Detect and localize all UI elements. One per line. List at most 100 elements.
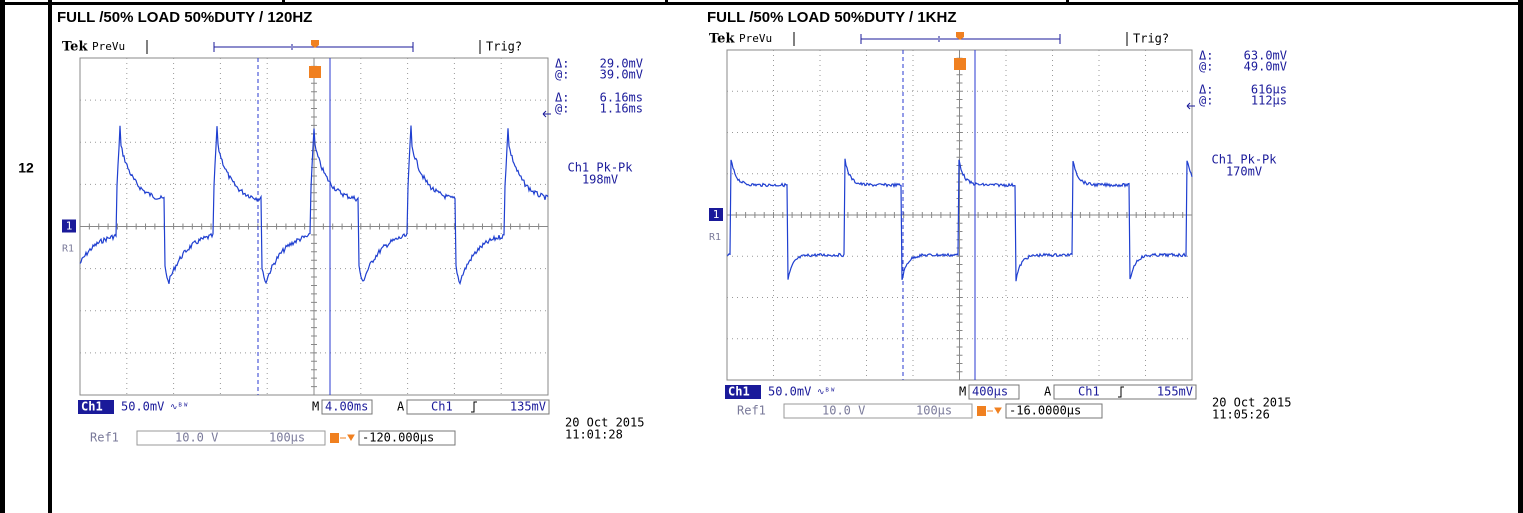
bandwidth-symbol: ∿ᴮᵂ	[817, 388, 835, 398]
channel-marker-box	[709, 208, 723, 221]
waveform	[726, 158, 1193, 282]
ref-time: 100µs	[269, 431, 305, 445]
readout-arrow	[1186, 102, 1195, 110]
trigger-point	[309, 66, 321, 78]
field-box	[968, 384, 1020, 400]
table-border	[1066, 0, 1069, 5]
waveform	[79, 125, 549, 286]
date: 20 Oct 2015	[1212, 396, 1291, 410]
brand: Tek	[62, 40, 88, 55]
readout-value: 1.16ms	[600, 102, 643, 116]
time: 11:01:28	[565, 428, 623, 442]
channel-box	[725, 385, 761, 399]
trigger-marker	[311, 40, 319, 48]
readout-value: 616µs	[1251, 83, 1287, 97]
channel-marker: 1	[66, 220, 73, 233]
readout-symbol: @:	[555, 68, 569, 82]
field-box	[406, 399, 550, 415]
readout-value: 49.0mV	[1244, 60, 1287, 74]
position-arrow	[987, 407, 1002, 414]
position-arrow	[340, 434, 355, 441]
scope-capture: FULL /50% LOAD 50%DUTY / 120HZ Tek PreVu Tr…	[57, 9, 644, 446]
readout-symbol: @:	[1199, 94, 1213, 108]
m-label: M	[312, 400, 319, 414]
a-label: A	[397, 400, 405, 414]
channel-label: Ch1	[728, 385, 750, 399]
readout-value: 29.0mV	[600, 57, 643, 71]
brand: Tek	[709, 32, 735, 47]
ref-label: Ref1	[90, 431, 119, 445]
position-icon	[330, 433, 339, 443]
readout-value: 6.16ms	[600, 91, 643, 105]
axis-ticks	[726, 49, 1193, 381]
ref-scale: 10.0 V	[822, 404, 865, 418]
ref-label: Ref1	[737, 404, 766, 418]
readout-symbol: Δ:	[555, 57, 569, 71]
trigger-point	[954, 58, 966, 70]
edge-symbol	[471, 401, 477, 413]
measurement-value: 170mV	[1226, 165, 1262, 179]
readout-symbol: Δ:	[1199, 83, 1213, 97]
bandwidth-symbol: ∿ᴮᵂ	[170, 403, 188, 413]
capture-title: FULL /50% LOAD 50%DUTY / 1KHZ	[707, 9, 957, 26]
scope-capture: FULL /50% LOAD 50%DUTY / 1KHZ Tek PreVu Tri…	[707, 9, 1291, 422]
trigger-marker	[956, 32, 964, 40]
ref-marker: R1	[62, 244, 74, 255]
field-box	[358, 430, 456, 446]
field-box	[783, 403, 973, 419]
mode: PreVu	[739, 32, 772, 45]
timebase: 400µs	[972, 385, 1008, 399]
ref-time: 100µs	[916, 404, 952, 418]
channel-box	[78, 400, 114, 414]
table-border	[282, 0, 285, 5]
measurement-label: Ch1 Pk-Pk	[567, 161, 633, 175]
readout-value: 39.0mV	[600, 68, 643, 82]
field-box	[1053, 384, 1197, 400]
timebase: 4.00ms	[325, 400, 368, 414]
trigger-status: Trig?	[486, 40, 522, 54]
table-border	[48, 0, 52, 513]
table-border	[0, 0, 5, 513]
measurement-value: 198mV	[582, 173, 618, 187]
ref-marker: R1	[709, 232, 721, 243]
trigger-status: Trig?	[1133, 32, 1169, 46]
position-icon	[977, 406, 986, 416]
trigger-source: Ch1	[431, 400, 453, 414]
date: 20 Oct 2015	[565, 416, 644, 430]
field-box	[321, 399, 373, 415]
table-border	[665, 0, 668, 5]
trigger-level: 155mV	[1157, 385, 1193, 399]
trigger-level: 135mV	[510, 400, 546, 414]
capture-title: FULL /50% LOAD 50%DUTY / 120HZ	[57, 9, 312, 26]
row-number: 12	[18, 160, 34, 176]
readout-value: 63.0mV	[1244, 49, 1287, 63]
position: -16.0000µs	[1009, 404, 1081, 418]
ref-scale: 10.0 V	[175, 431, 218, 445]
time: 11:05:26	[1212, 408, 1270, 422]
readout-symbol: @:	[555, 102, 569, 116]
table-border	[0, 2, 1523, 5]
channel-marker: 1	[713, 208, 720, 221]
field-box	[136, 430, 326, 446]
readout-symbol: @:	[1199, 60, 1213, 74]
position: -120.000µs	[362, 431, 434, 445]
channel-scale: 50.0mV	[121, 400, 164, 414]
a-label: A	[1044, 385, 1052, 399]
m-label: M	[959, 385, 966, 399]
axis-ticks	[79, 57, 540, 388]
channel-marker-box	[62, 219, 76, 233]
edge-symbol	[1118, 386, 1124, 398]
table-border	[1518, 0, 1523, 513]
readout-symbol: Δ:	[555, 91, 569, 105]
measurement-label: Ch1 Pk-Pk	[1211, 153, 1277, 167]
channel-label: Ch1	[81, 400, 103, 414]
readout-arrow	[542, 110, 551, 118]
field-box	[1005, 403, 1103, 419]
trigger-source: Ch1	[1078, 385, 1100, 399]
readout-value: 112µs	[1251, 94, 1287, 108]
channel-scale: 50.0mV	[768, 385, 811, 399]
mode: PreVu	[92, 40, 125, 53]
readout-symbol: Δ:	[1199, 49, 1213, 63]
